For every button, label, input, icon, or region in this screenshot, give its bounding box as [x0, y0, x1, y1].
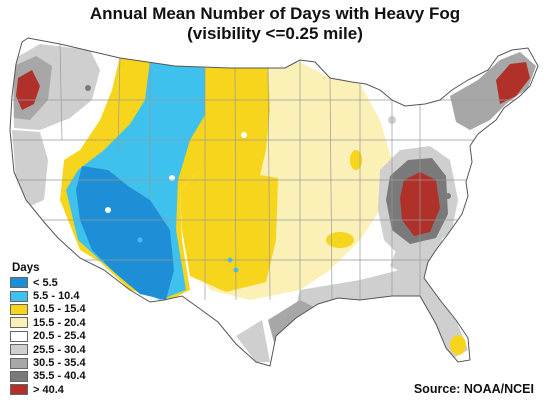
legend-item: 35.5 - 40.4	[10, 370, 130, 383]
us-outline	[9, 37, 539, 367]
title-line-2: (visibility <=0.25 mile)	[187, 24, 363, 43]
legend-label: 15.5 - 20.4	[33, 316, 86, 329]
map-title: Annual Mean Number of Days with Heavy Fo…	[0, 4, 550, 44]
legend-item: 30.5 - 35.4	[10, 356, 130, 369]
source-credit: Source: NOAA/NCEI	[413, 382, 534, 396]
legend-label: > 40.4	[33, 383, 64, 396]
legend-swatch	[10, 330, 28, 342]
legend-label: 20.5 - 25.4	[33, 330, 86, 343]
legend-item: > 40.4	[10, 383, 130, 396]
title-line-1: Annual Mean Number of Days with Heavy Fo…	[89, 4, 461, 23]
legend-item: 20.5 - 25.4	[10, 330, 130, 343]
legend-swatch	[10, 344, 28, 356]
legend-swatch	[10, 317, 28, 329]
legend-label: 30.5 - 35.4	[33, 357, 86, 370]
legend-swatch	[10, 277, 28, 289]
legend-label: 5.5 - 10.4	[33, 290, 80, 303]
legend-swatch	[10, 357, 28, 369]
legend-swatch	[10, 303, 28, 315]
legend-swatch	[10, 370, 28, 382]
legend-title: Days	[12, 262, 40, 274]
legend: Days < 5.5 5.5 - 10.4 10.5 - 15.4 15.5 - 20…	[10, 262, 130, 397]
legend-label: 25.5 - 30.4	[33, 343, 86, 356]
legend-swatch	[10, 384, 28, 396]
legend-item: 25.5 - 30.4	[10, 343, 130, 356]
legend-label: 10.5 - 15.4	[33, 303, 86, 316]
legend-item: 5.5 - 10.4	[10, 289, 130, 302]
legend-label: < 5.5	[33, 276, 58, 289]
legend-label: 35.5 - 40.4	[33, 370, 86, 383]
legend-swatch	[10, 290, 28, 302]
legend-item: 10.5 - 15.4	[10, 303, 130, 316]
legend-item: 15.5 - 20.4	[10, 316, 130, 329]
legend-item: < 5.5	[10, 276, 130, 289]
